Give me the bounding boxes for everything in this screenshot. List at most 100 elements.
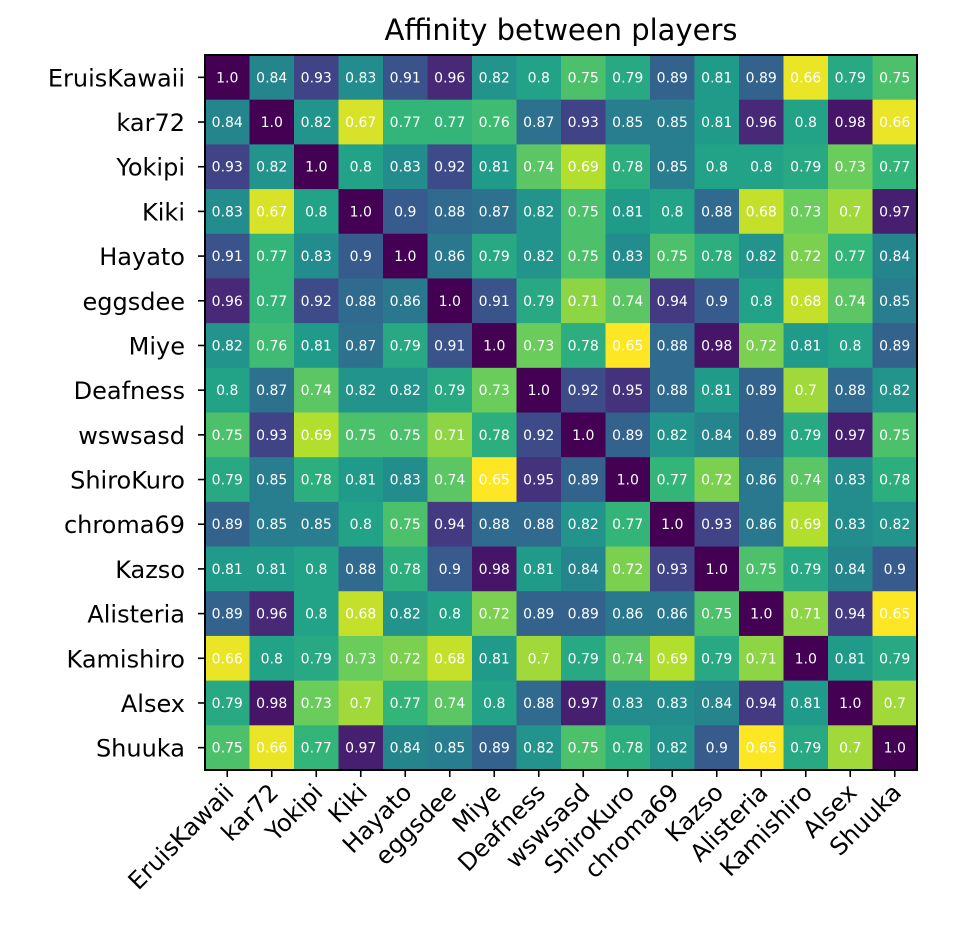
heatmap-cell xyxy=(472,323,518,369)
cell-value-label: 0.82 xyxy=(879,383,910,399)
heatmap-cell xyxy=(694,680,740,726)
cell-value-label: 1.0 xyxy=(572,428,594,444)
heatmap-cell xyxy=(294,412,340,458)
cell-value-label: 0.93 xyxy=(657,562,688,578)
cell-value-label: 0.8 xyxy=(350,517,372,533)
heatmap-cell xyxy=(249,323,295,369)
heatmap-cell-labels: 1.0 0.84 0.93 0.83 0.91 0.96 0.82 0.8 0.75 0.79 0.… xyxy=(212,70,911,756)
cell-value-label: 0.8 xyxy=(350,160,372,176)
heatmap-cell xyxy=(472,591,518,637)
heatmap-cell xyxy=(783,546,829,592)
cell-value-label: 1.0 xyxy=(528,383,550,399)
cell-value-label: 0.75 xyxy=(212,428,243,444)
cell-value-label: 0.77 xyxy=(657,473,688,489)
cell-value-label: 0.84 xyxy=(879,249,910,265)
cell-value-label: 0.73 xyxy=(790,204,821,220)
cell-value-label: 0.79 xyxy=(879,651,910,667)
cell-value-label: 0.75 xyxy=(390,517,421,533)
heatmap-cell xyxy=(383,278,429,324)
chart-title: Affinity between players xyxy=(385,13,738,47)
heatmap-cell xyxy=(427,99,473,145)
heatmap-cell xyxy=(294,144,340,190)
heatmap-cell xyxy=(872,501,918,548)
cell-value-label: 0.8 xyxy=(483,696,505,712)
cell-value-label: 0.79 xyxy=(790,160,821,176)
cell-value-label: 0.72 xyxy=(390,651,421,667)
cell-value-label: 0.83 xyxy=(345,70,376,86)
cell-value-label: 0.89 xyxy=(479,741,510,757)
heatmap-cell xyxy=(427,412,473,458)
cell-value-label: 0.79 xyxy=(212,473,243,489)
heatmap-cell xyxy=(249,99,295,145)
cell-value-label: 0.81 xyxy=(212,562,243,578)
cell-value-label: 0.82 xyxy=(657,741,688,757)
cell-value-label: 0.68 xyxy=(345,607,376,623)
cell-value-label: 0.85 xyxy=(256,473,287,489)
heatmap-cell xyxy=(383,367,429,414)
cell-value-label: 0.75 xyxy=(879,70,910,86)
heatmap-cell xyxy=(783,725,829,771)
cell-value-label: 0.68 xyxy=(746,204,777,220)
cell-value-label: 0.81 xyxy=(701,70,732,86)
heatmap-cell xyxy=(783,189,829,235)
cell-value-label: 1.0 xyxy=(750,607,772,623)
cell-value-label: 0.7 xyxy=(884,696,906,712)
heatmap-cell xyxy=(205,546,251,592)
heatmap-cell xyxy=(205,99,251,145)
cell-value-label: 0.74 xyxy=(434,696,465,712)
heatmap-cell xyxy=(694,367,740,414)
heatmap-cell xyxy=(205,278,251,324)
cell-value-label: 0.72 xyxy=(701,473,732,489)
heatmap-cell xyxy=(472,457,518,503)
heatmap-cell xyxy=(383,189,429,235)
heatmap-cell xyxy=(650,501,696,548)
cell-value-label: 0.93 xyxy=(701,517,732,533)
heatmap-cell xyxy=(828,144,874,190)
cell-value-label: 0.72 xyxy=(746,338,777,354)
heatmap-cell xyxy=(561,591,607,637)
heatmap-cell xyxy=(783,680,829,726)
heatmap-cell xyxy=(605,457,651,503)
heatmap-cell xyxy=(338,278,384,324)
cell-value-label: 0.82 xyxy=(479,70,510,86)
heatmap-cell xyxy=(561,501,607,548)
cell-value-label: 0.81 xyxy=(835,651,866,667)
cell-value-label: 0.85 xyxy=(612,115,643,131)
heatmap-cell xyxy=(427,591,473,637)
heatmap-cell xyxy=(472,278,518,324)
cell-value-label: 0.75 xyxy=(568,204,599,220)
heatmap-cell xyxy=(294,501,340,548)
cell-value-label: 0.77 xyxy=(390,115,421,131)
cell-value-label: 0.8 xyxy=(661,204,683,220)
cell-value-label: 0.78 xyxy=(479,428,510,444)
cell-value-label: 0.86 xyxy=(657,607,688,623)
cell-value-label: 0.73 xyxy=(835,160,866,176)
cell-value-label: 0.83 xyxy=(390,160,421,176)
heatmap-cell xyxy=(205,323,251,369)
cell-value-label: 0.76 xyxy=(479,115,510,131)
cell-value-label: 0.82 xyxy=(523,741,554,757)
y-tick-label: Deafness xyxy=(74,377,185,405)
cell-value-label: 1.0 xyxy=(617,473,639,489)
heatmap-cell xyxy=(561,55,607,101)
cell-value-label: 0.8 xyxy=(706,160,728,176)
cell-value-label: 0.84 xyxy=(212,115,243,131)
cell-value-label: 0.91 xyxy=(212,249,243,265)
cell-value-label: 0.77 xyxy=(835,249,866,265)
cell-value-label: 0.84 xyxy=(568,562,599,578)
heatmap-cell xyxy=(516,278,562,324)
heatmap-cell xyxy=(828,546,874,592)
heatmap-cell xyxy=(739,725,785,771)
cell-value-label: 0.94 xyxy=(746,696,777,712)
heatmap-cell xyxy=(383,457,429,503)
heatmap-cell xyxy=(338,546,384,592)
cell-value-label: 0.87 xyxy=(479,204,510,220)
heatmap-cell xyxy=(561,546,607,592)
heatmap-cell xyxy=(516,591,562,637)
cell-value-label: 0.95 xyxy=(612,383,643,399)
cell-value-label: 0.79 xyxy=(790,428,821,444)
cell-value-label: 0.82 xyxy=(879,517,910,533)
cell-value-label: 0.74 xyxy=(835,294,866,310)
cell-value-label: 0.8 xyxy=(750,294,772,310)
cell-value-label: 0.75 xyxy=(701,607,732,623)
